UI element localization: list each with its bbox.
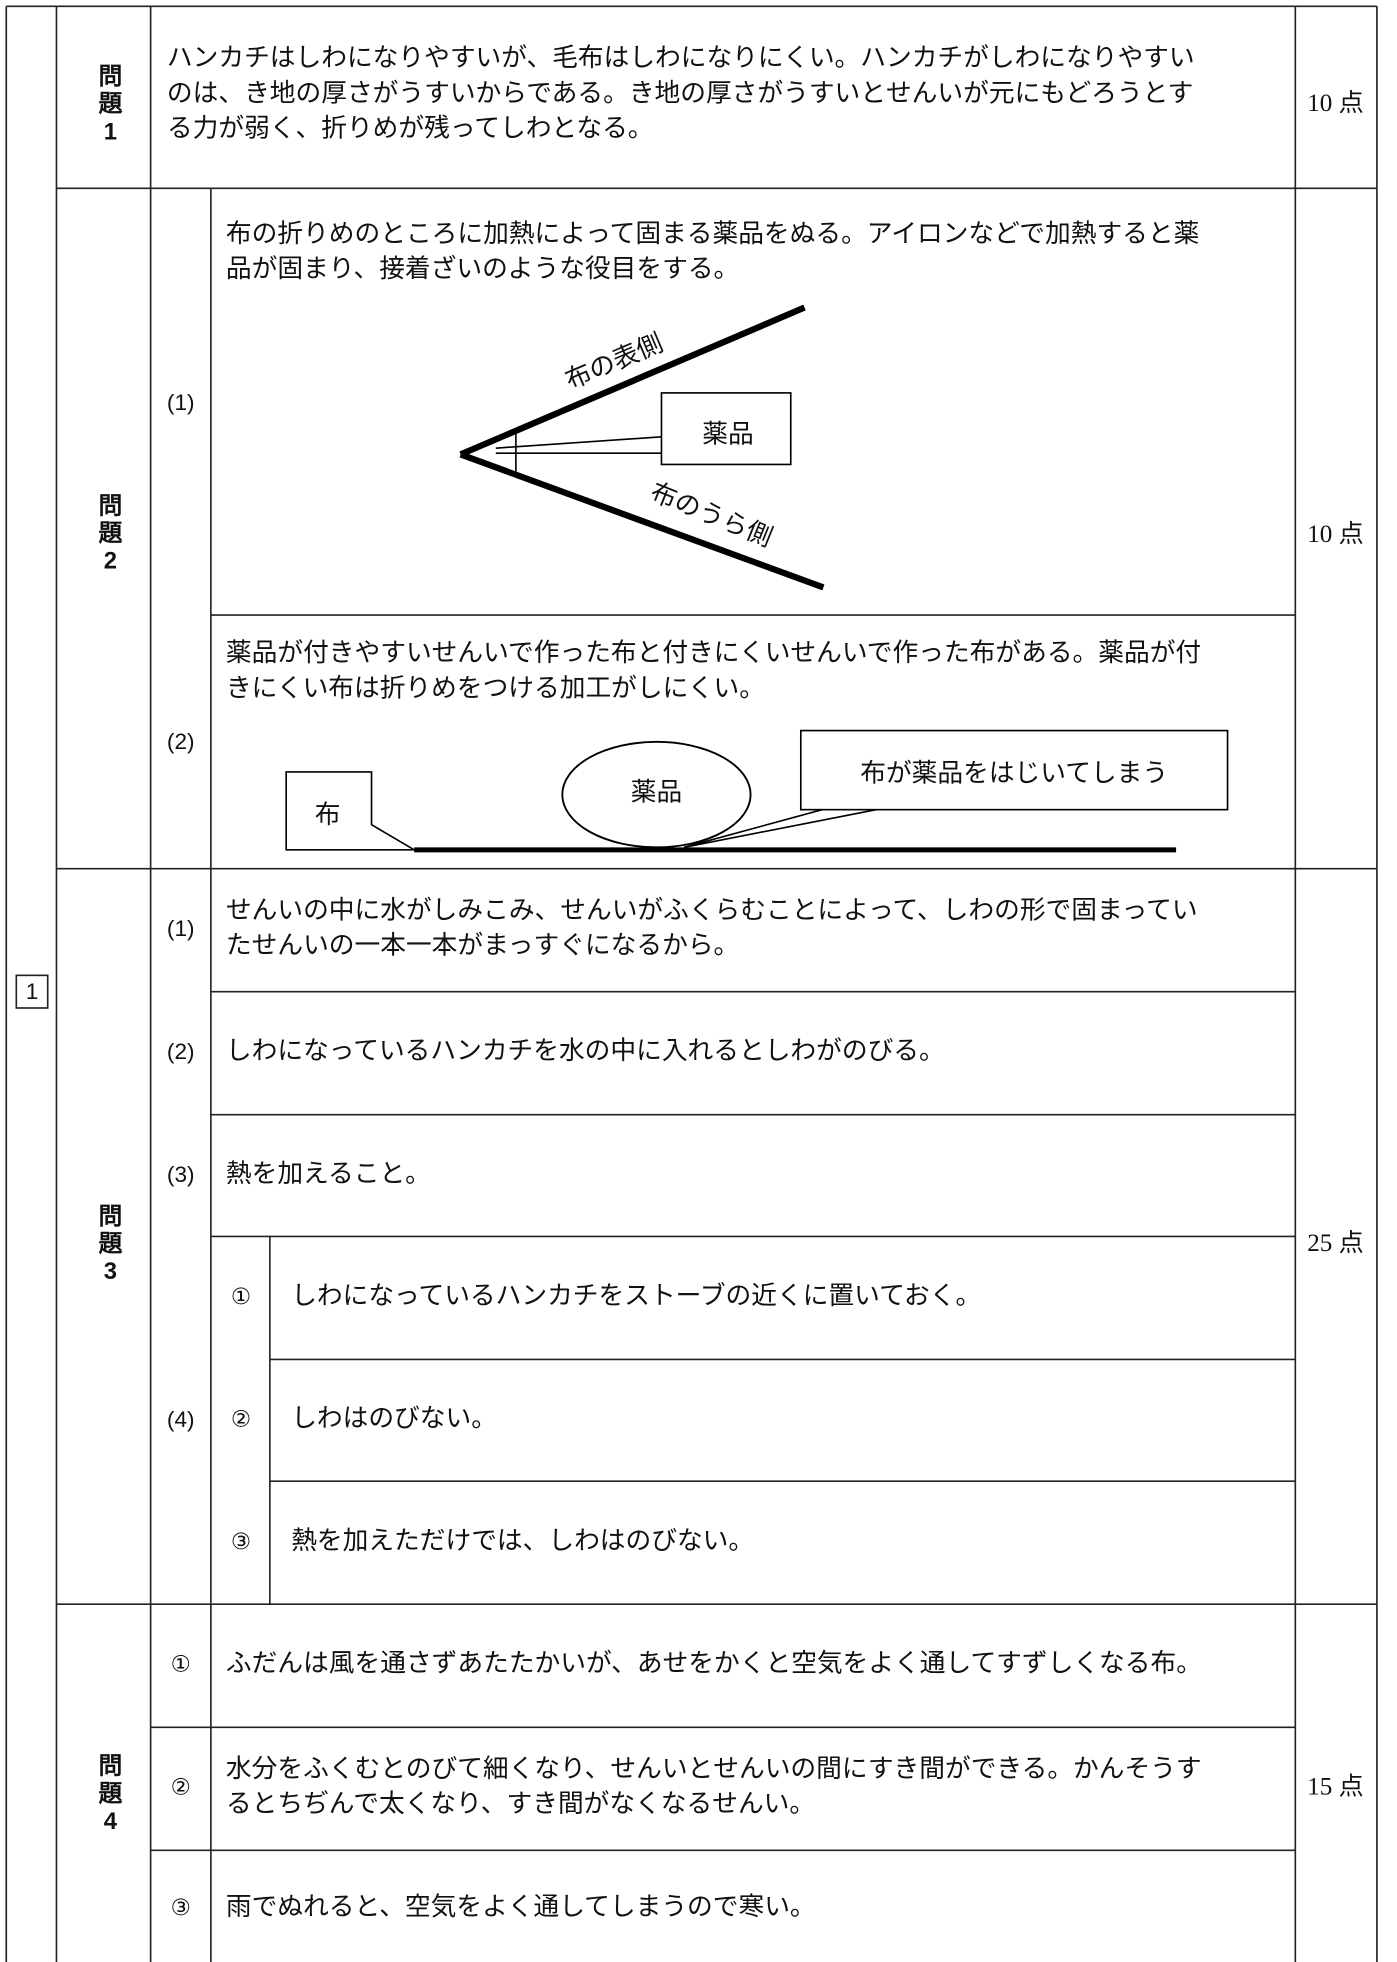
answer-line: ハンカチはしわになりやすいが、毛布はしわになりにくい。ハンカチがしわになりやすい: [167, 43, 1195, 72]
problem-label: 1: [104, 118, 117, 145]
answer-line: しわになっているハンカチを水の中に入れるとしわがのびる。: [226, 1036, 945, 1065]
answer-line: 品が固まり、接着ざいのような役目をする。: [226, 254, 739, 283]
diagram-label: 薬品: [631, 777, 682, 806]
answer-line: 雨でぬれると、空気をよく通してしまうので寒い。: [226, 1892, 816, 1921]
cloth-front: [459, 304, 806, 458]
part-label: (2): [167, 729, 195, 754]
problem-label: 4: [104, 1808, 118, 1835]
answer-line: 熱を加えただけでは、しわはのびない。: [291, 1526, 754, 1555]
problem-label: 問: [99, 1203, 123, 1230]
part-label: (2): [167, 1039, 195, 1064]
answer-line: せんいの中に水がしみこみ、せんいがふくらむことによって、しわの形で固まってい: [226, 895, 1198, 924]
answer-line: のは、き地の厚さがうすいからである。き地の厚さがうすいとせんいが元にもどろうとす: [167, 78, 1193, 107]
diagram-label: 布のうら側: [646, 477, 776, 552]
diagram-label: 薬品: [702, 420, 753, 449]
points: 25 点: [1307, 1229, 1363, 1257]
problem-label: 問: [99, 1753, 123, 1780]
cloth-back: [459, 451, 825, 591]
item-label: ①: [231, 1284, 251, 1309]
answer-line: 水分をふくむとのびて細くなり、せんいとせんいの間にすき間ができる。かんそうす: [226, 1754, 1202, 1783]
item-label: ②: [231, 1407, 251, 1432]
answer-line: るとちぢんで太くなり、すき間がなくなるせんい。: [226, 1789, 815, 1818]
answer-line: 布の折りめのところに加熱によって固まる薬品をぬる。アイロンなどで加熱すると薬: [226, 219, 1199, 248]
grid: [5, 5, 1378, 1962]
diagram-repel: [285, 729, 1229, 853]
answer-line: たせんいの一本一本がまっすぐになるから。: [226, 931, 739, 960]
points: 10 点: [1307, 89, 1363, 117]
item-label: ③: [171, 1895, 191, 1920]
chemical-drop: [561, 740, 752, 849]
part-label: (1): [167, 916, 195, 941]
callout-box: [660, 392, 792, 466]
diagram-label: 布: [315, 800, 341, 829]
problem-label: 題: [99, 520, 123, 547]
answer-line: しわになっているハンカチをストーブの近くに置いておく。: [291, 1281, 981, 1310]
answer-line: 熱を加えること。: [226, 1159, 431, 1188]
part-label: (3): [167, 1162, 195, 1187]
section-label: 1: [26, 979, 39, 1004]
answer-line: しわはのびない。: [291, 1404, 497, 1433]
problem-label: 問: [99, 492, 123, 519]
problem-label: 問: [99, 63, 123, 90]
points: 15 点: [1307, 1773, 1363, 1801]
part-label: (1): [167, 390, 195, 415]
problem-label: 題: [99, 1780, 123, 1807]
answer-line: きにくい布は折りめをつける加工がしにくい。: [226, 673, 765, 702]
problem-label: 題: [99, 91, 123, 118]
part-label: (4): [167, 1407, 195, 1432]
diagram-label: 布の表側: [561, 328, 667, 395]
callout-box: [285, 771, 418, 851]
callout-line: [683, 808, 823, 849]
answer-line: ふだんは風を通さずあたたかいが、あせをかくと空気をよく通してすずしくなる布。: [226, 1649, 1202, 1678]
answer-line: 薬品が付きやすいせんいで作った布と付きにくいせんいで作った布がある。薬品が付: [226, 638, 1201, 667]
answer-line: る力が弱く、折りめが残ってしわとなる。: [167, 113, 654, 142]
problem-label: 2: [104, 548, 117, 575]
item-label: ②: [171, 1775, 191, 1800]
problem-label: 3: [104, 1258, 117, 1285]
section-box: [15, 974, 49, 1009]
item-label: ③: [231, 1529, 251, 1554]
diagram-label: 布が薬品をはじいてしまう: [860, 759, 1168, 788]
callout-line: [683, 808, 877, 849]
points: 10 点: [1307, 520, 1363, 548]
diagram-fold: [459, 304, 825, 591]
callout-line: [495, 436, 662, 449]
callout-box: [799, 729, 1229, 811]
item-label: ①: [171, 1652, 191, 1677]
problem-label: 題: [99, 1231, 123, 1258]
